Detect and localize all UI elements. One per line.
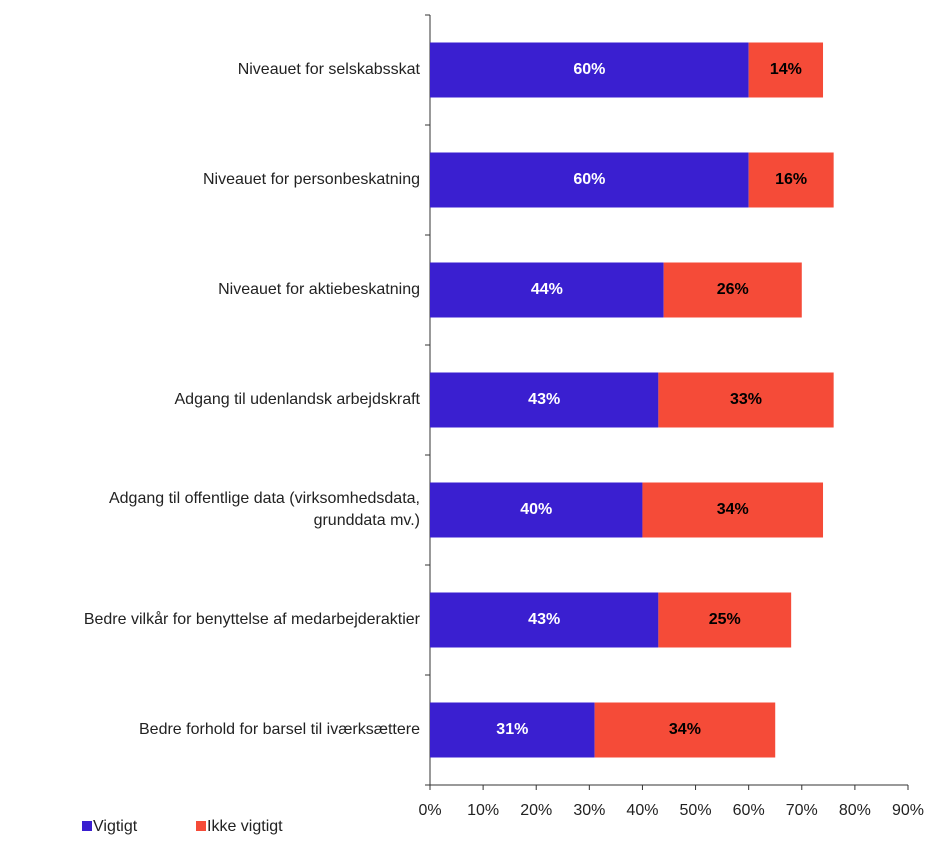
- value-label: 34%: [669, 721, 701, 738]
- value-label: 31%: [496, 721, 528, 738]
- value-label: 44%: [531, 281, 563, 298]
- value-label: 33%: [730, 391, 762, 408]
- bar-segment: [430, 262, 664, 318]
- bar-segment: [430, 372, 659, 428]
- value-label: 60%: [573, 61, 605, 78]
- legend-swatch: [82, 821, 92, 831]
- value-label: 40%: [520, 501, 552, 518]
- x-tick-label: 50%: [680, 802, 712, 819]
- x-tick-label: 40%: [626, 802, 658, 819]
- bar-segment: [663, 262, 802, 318]
- legend-label: Ikke vigtigt: [207, 818, 283, 835]
- bar-segment: [594, 702, 776, 758]
- category-label: Niveauet for selskabsskat: [237, 61, 420, 78]
- value-label: 60%: [573, 171, 605, 188]
- bar-segment: [430, 152, 749, 208]
- x-tick-label: 20%: [520, 802, 552, 819]
- value-label: 16%: [775, 171, 807, 188]
- bar-segment: [430, 702, 595, 758]
- x-tick-label: 80%: [839, 802, 871, 819]
- x-tick-label: 90%: [892, 802, 924, 819]
- bar-segment: [430, 482, 643, 538]
- bar-segment: [642, 482, 824, 538]
- bar-segment: [430, 42, 749, 98]
- value-label: 14%: [770, 61, 802, 78]
- bar-segment: [748, 152, 834, 208]
- value-label: 26%: [717, 281, 749, 298]
- value-label: 43%: [528, 611, 560, 628]
- category-label: Adgang til udenlandsk arbejdskraft: [174, 391, 421, 408]
- bar-segment: [658, 592, 792, 648]
- value-label: 34%: [717, 501, 749, 518]
- category-label: Niveauet for personbeskatning: [202, 171, 420, 188]
- legend-swatch: [196, 821, 206, 831]
- x-tick-label: 60%: [733, 802, 765, 819]
- bar-segment: [658, 372, 834, 428]
- bar-segment: [748, 42, 824, 98]
- x-tick-label: 70%: [786, 802, 818, 819]
- value-label: 43%: [528, 391, 560, 408]
- category-label: Adgang til offentlige data (virksomhedsd…: [108, 490, 420, 529]
- category-label: Niveauet for aktiebeskatning: [218, 281, 420, 298]
- x-tick-label: 0%: [418, 802, 441, 819]
- category-label: Bedre forhold for barsel til iværksætter…: [139, 721, 420, 738]
- legend-label: Vigtigt: [93, 818, 138, 835]
- x-tick-label: 30%: [573, 802, 605, 819]
- x-tick-label: 10%: [467, 802, 499, 819]
- value-label: 25%: [709, 611, 741, 628]
- bar-segment: [430, 592, 659, 648]
- category-label: Bedre vilkår for benyttelse af medarbejd…: [83, 611, 420, 628]
